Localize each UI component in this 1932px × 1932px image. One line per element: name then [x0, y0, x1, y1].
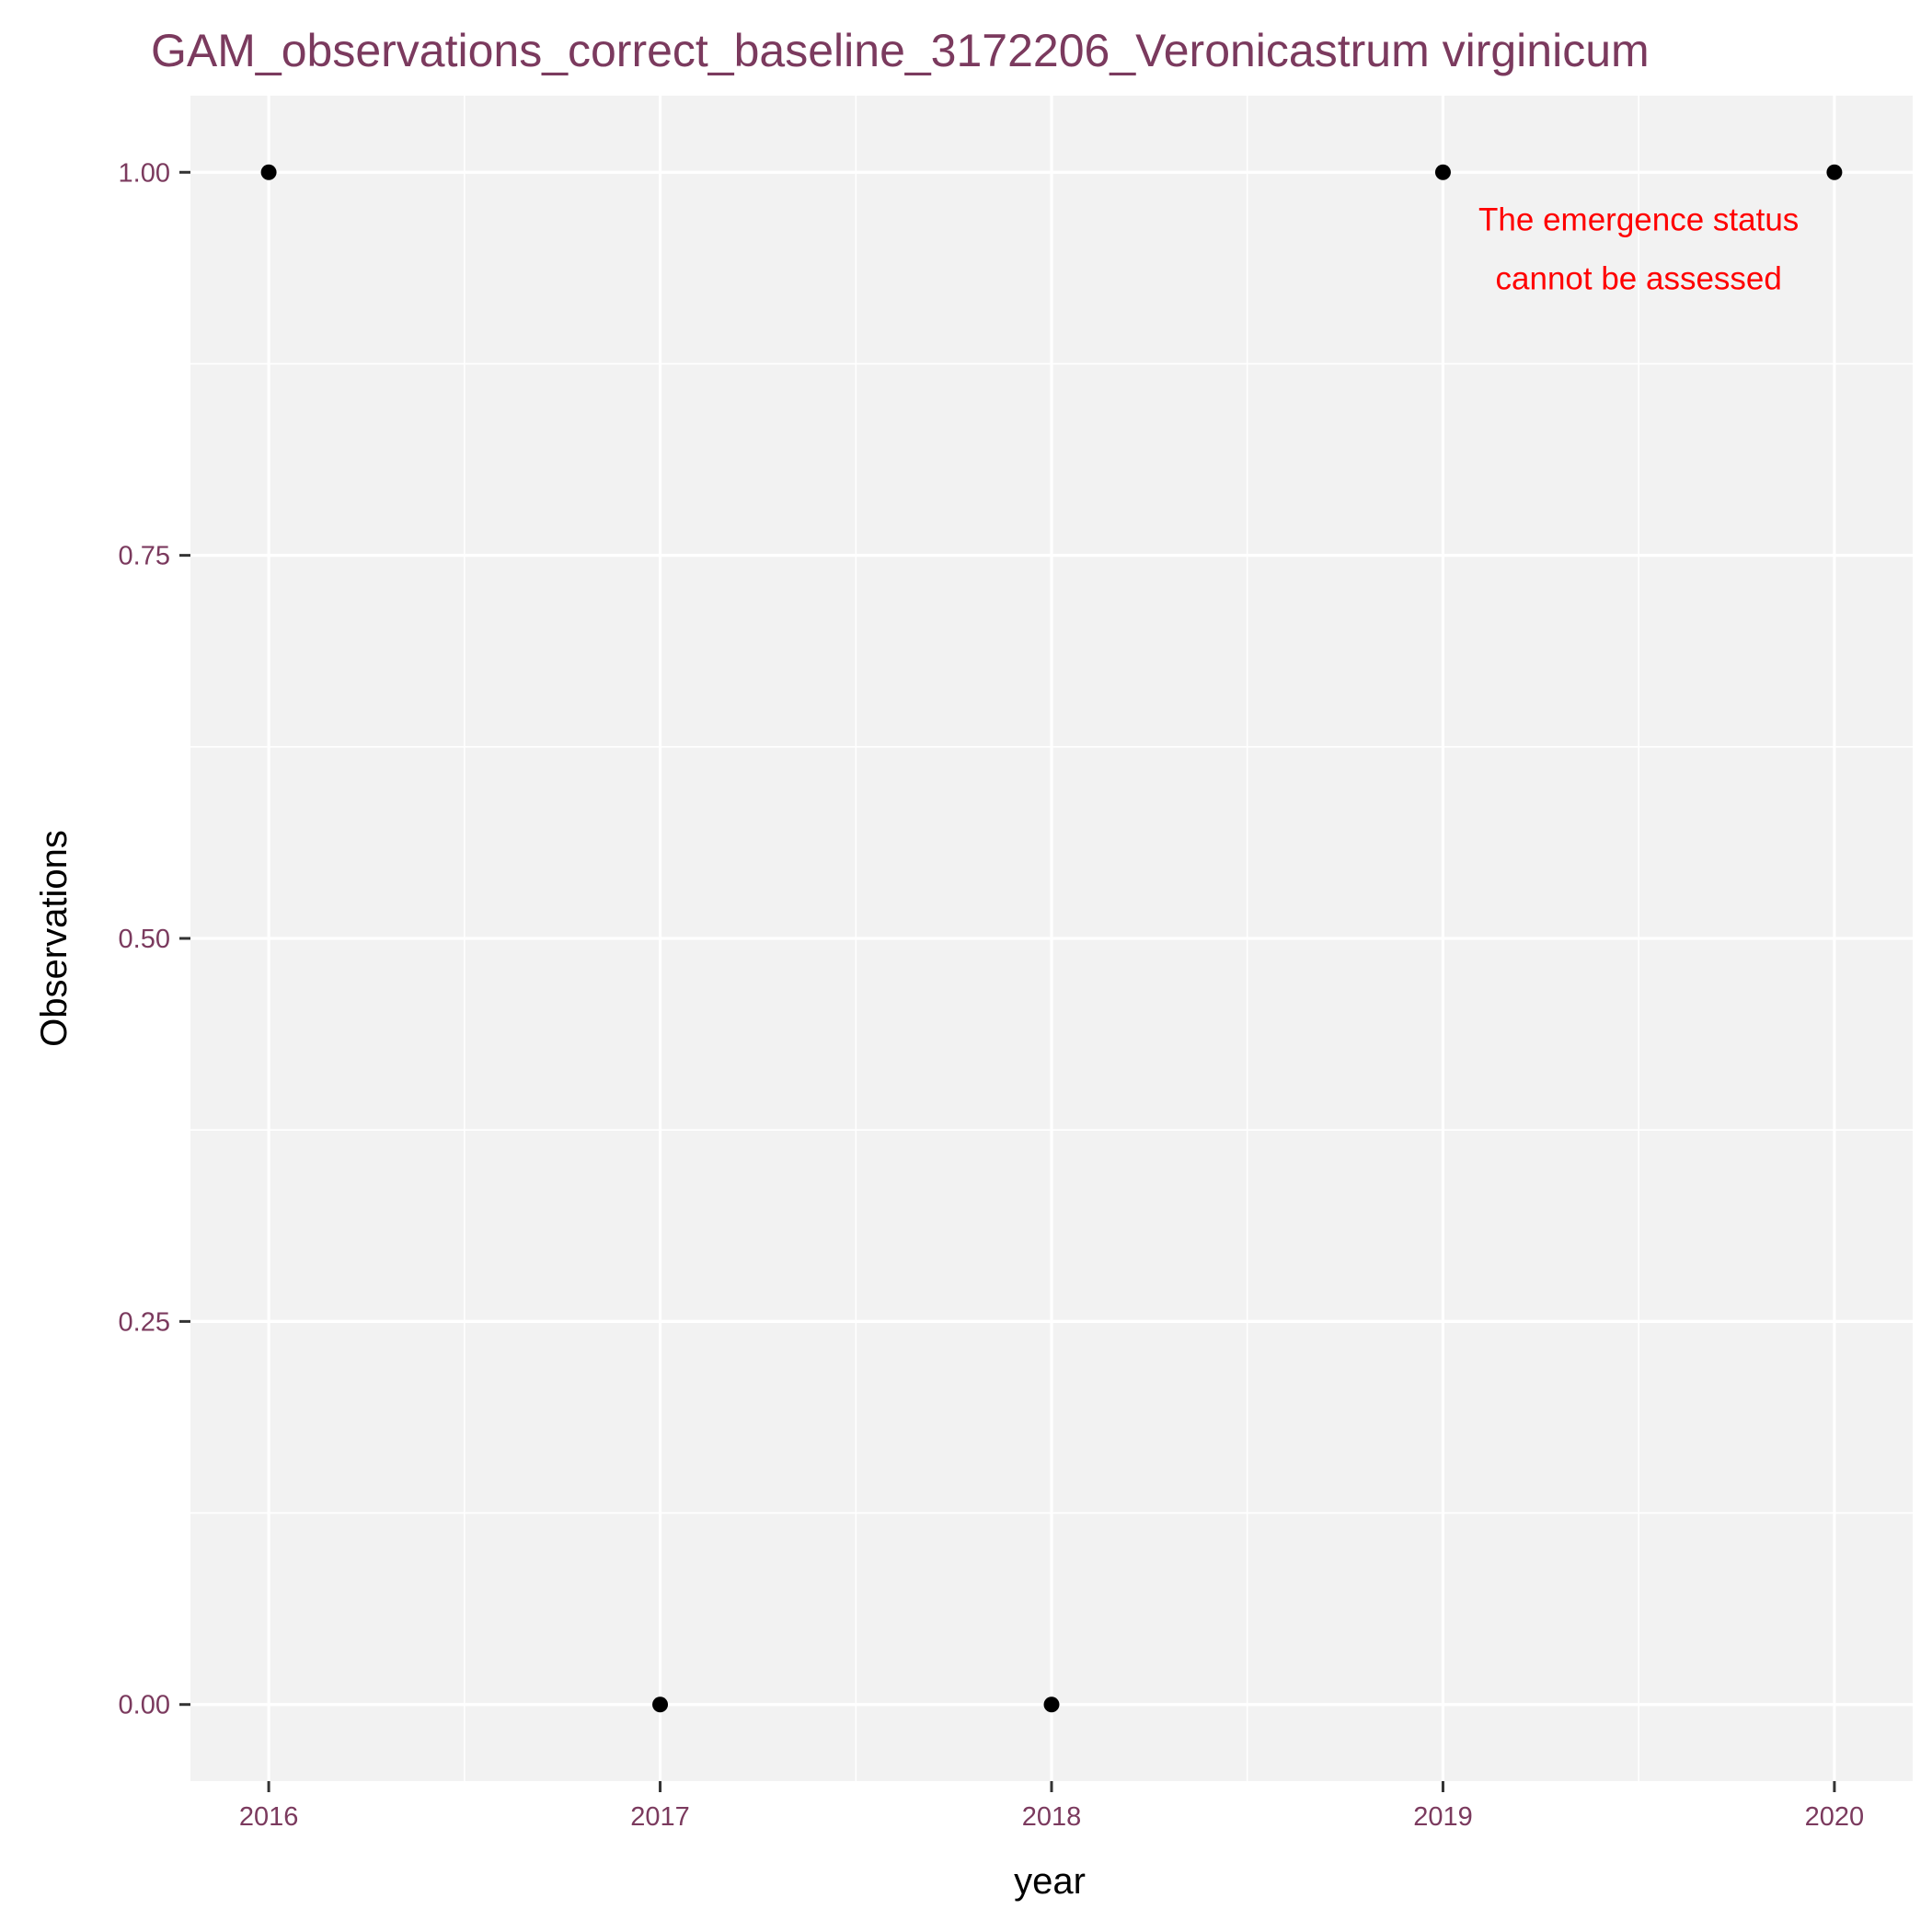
y-tick-label: 0.75: [119, 542, 170, 571]
data-points: [260, 164, 1843, 1713]
x-axis-title: year: [1014, 1861, 1086, 1902]
y-axis: 0.00 0.25 0.50 0.75 1.00: [119, 158, 190, 1720]
y-axis-title: Observations: [34, 830, 75, 1047]
y-tick-label: 0.50: [119, 925, 170, 954]
data-point: [652, 1696, 669, 1713]
annotation-line: cannot be assessed: [1496, 261, 1782, 297]
x-tick-label: 2017: [630, 1802, 690, 1832]
y-tick-label: 0.00: [119, 1691, 170, 1720]
data-point: [1043, 1696, 1060, 1713]
x-tick-label: 2018: [1022, 1802, 1082, 1832]
y-tick-label: 0.25: [119, 1307, 170, 1337]
annotation-text: The emergence status cannot be assessed: [1478, 202, 1799, 297]
data-point: [260, 164, 277, 180]
x-tick-label: 2020: [1805, 1802, 1865, 1832]
data-point: [1434, 164, 1451, 180]
x-axis: 2016 2017 2018 2019 2020: [239, 1781, 1864, 1832]
data-point: [1826, 164, 1843, 180]
y-tick-label: 1.00: [119, 158, 170, 188]
x-tick-label: 2016: [239, 1802, 299, 1832]
annotation-line: The emergence status: [1478, 202, 1799, 238]
x-tick-label: 2019: [1413, 1802, 1473, 1832]
chart-title: GAM_observations_correct_baseline_317220…: [151, 25, 1650, 76]
